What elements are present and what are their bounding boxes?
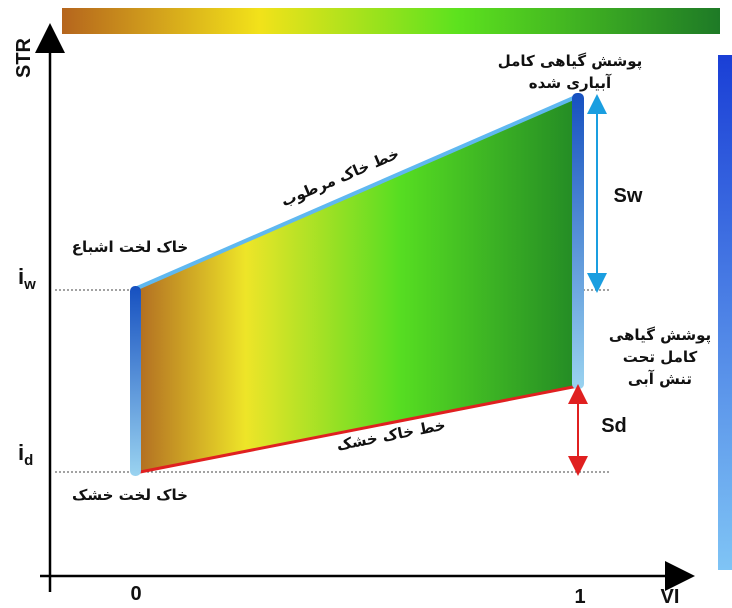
- id-base: i: [18, 440, 24, 465]
- blue-bar: [718, 55, 732, 570]
- bare-soil-bar: [130, 286, 141, 476]
- x-tick-label: 1: [574, 586, 585, 608]
- dry-edge: [134, 384, 579, 475]
- stressed-label: پوشش گیاهی: [609, 326, 711, 345]
- sw-label: Sw: [614, 185, 643, 207]
- dry-soil-label: خاک لخت خشک: [72, 486, 188, 504]
- sd-label: Sd: [601, 415, 627, 437]
- iw-label: iw: [18, 264, 36, 293]
- irrigated-label: آبیاری شده: [529, 74, 612, 92]
- irrigated-label: پوشش گیاهی کامل: [498, 52, 643, 71]
- stressed-label: کامل تحت: [623, 348, 698, 366]
- color-bar: [62, 8, 720, 34]
- vegetation-bar: [572, 93, 584, 389]
- saturated-soil-label: خاک لخت اشباع: [72, 238, 188, 256]
- y-axis-label: STR: [13, 37, 35, 78]
- x-axis-label: VI: [661, 586, 680, 608]
- id-label: id: [18, 440, 33, 469]
- x-tick-label: 0: [130, 583, 141, 605]
- id-sub: d: [24, 452, 33, 469]
- stressed-label: تنش آبی: [628, 370, 692, 388]
- iw-base: i: [18, 264, 24, 289]
- trapezoid: [135, 97, 578, 472]
- wet-edge: [134, 94, 579, 291]
- iw-sub: w: [23, 276, 36, 293]
